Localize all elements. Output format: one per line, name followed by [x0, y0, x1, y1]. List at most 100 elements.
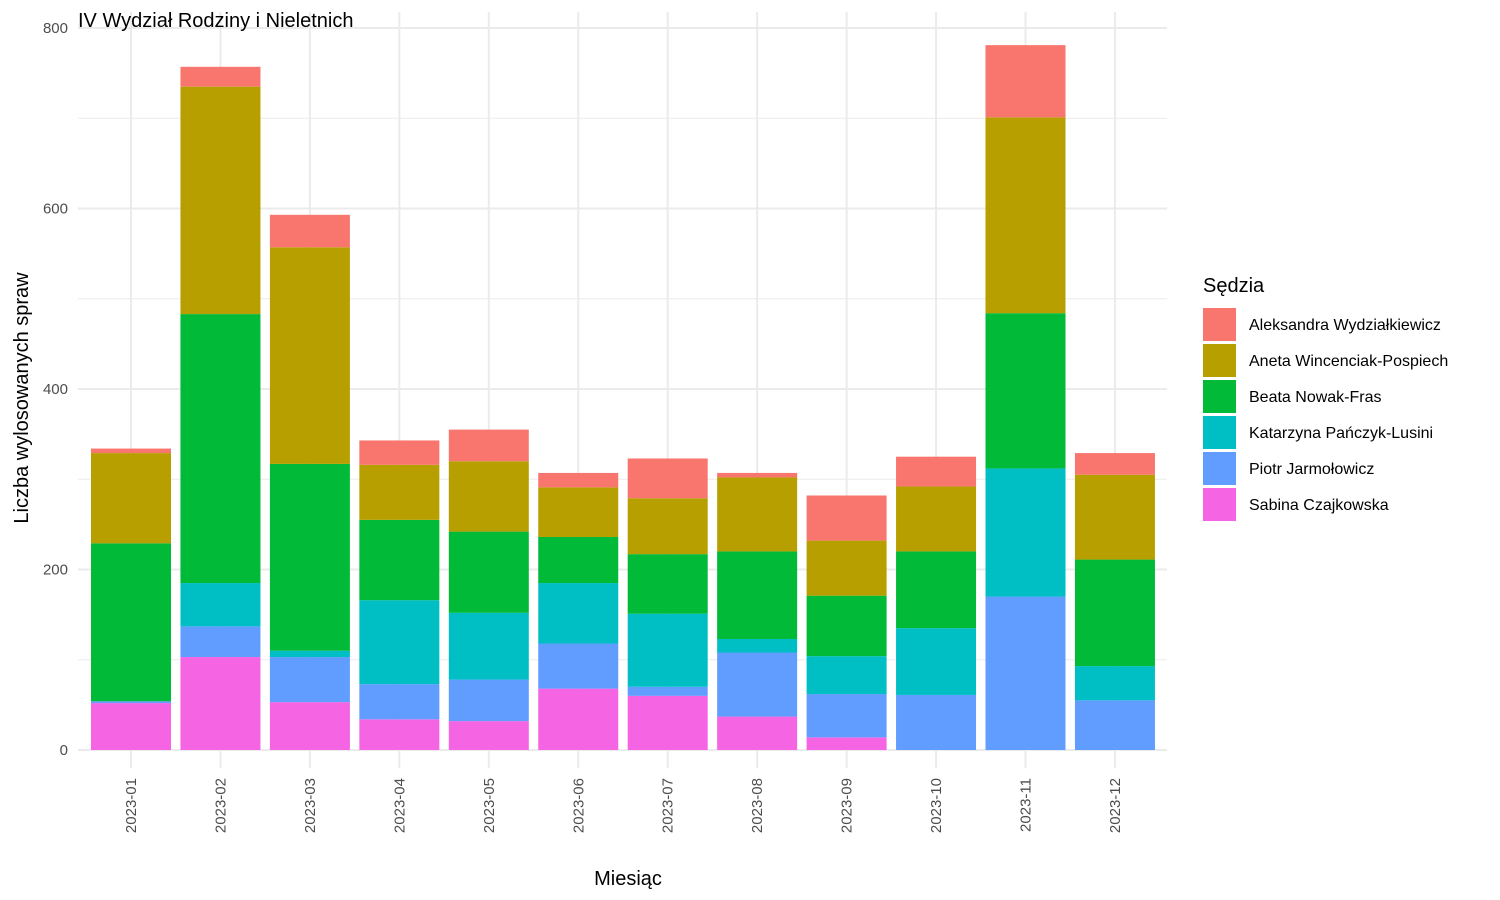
bar-segment [180, 314, 261, 584]
bar-segment [448, 612, 529, 680]
x-tick-label: 2023-01 [123, 778, 140, 833]
bar-segment [180, 66, 261, 87]
bar-segment [717, 716, 798, 750]
bar-segment [538, 643, 619, 689]
legend-swatch [1203, 308, 1236, 341]
bar-segment [896, 486, 977, 552]
bar-segment [359, 684, 440, 720]
x-tick-label: 2023-07 [660, 778, 677, 833]
bar-segment [269, 650, 350, 658]
legend-swatch [1203, 380, 1236, 413]
legend-swatch [1203, 416, 1236, 449]
y-tick-label: 200 [43, 562, 68, 579]
legend-label: Sabina Czajkowska [1249, 497, 1389, 514]
bar-segment [91, 448, 171, 454]
bar-segment [448, 721, 529, 750]
bar-segment [627, 498, 708, 555]
x-axis-ticks: 2023-01 2023-02 2023-03 2023-04 2023-05 2023-… [123, 778, 1124, 833]
y-tick-label: 800 [43, 20, 68, 37]
bar-segment [180, 626, 261, 658]
legend-label: Piotr Jarmołowicz [1249, 461, 1374, 478]
legend-label: Katarzyna Pańczyk-Lusini [1249, 425, 1433, 442]
bar-segment [1074, 700, 1155, 750]
y-tick-label: 600 [43, 201, 68, 218]
bar-segment [896, 694, 977, 750]
x-tick-label: 2023-03 [302, 778, 319, 833]
x-tick-label: 2023-08 [749, 778, 766, 833]
bar-segment [359, 464, 440, 520]
bar-segment [180, 86, 261, 315]
bar-segment [1074, 666, 1155, 701]
y-tick-label: 400 [43, 381, 68, 398]
y-tick-label: 0 [60, 742, 68, 759]
bar-segment [717, 551, 798, 639]
bar-segment [717, 477, 798, 552]
y-axis-title: Liczba wylosowanych spraw [11, 272, 33, 524]
x-tick-label: 2023-11 [1018, 778, 1035, 832]
bar-segment [269, 702, 350, 750]
bar-segment [627, 554, 708, 614]
bar-segment [896, 551, 977, 629]
bar-segment [985, 313, 1066, 469]
bar-segment [448, 429, 529, 462]
bar-segment [717, 638, 798, 653]
bar-segment [896, 456, 977, 487]
bar-segment [180, 583, 261, 627]
bar-segment [806, 540, 887, 596]
bar-segment [1074, 453, 1155, 475]
bar-segment [91, 701, 171, 704]
bar-segment [91, 453, 171, 544]
bar-segment [538, 472, 619, 488]
bar-segment [627, 686, 708, 696]
bar-segment [359, 600, 440, 685]
bar-segment [985, 117, 1066, 314]
bar-segment [627, 458, 708, 499]
x-tick-label: 2023-04 [391, 778, 408, 833]
bar-segment [180, 657, 261, 750]
bar-segment [1074, 474, 1155, 560]
bar-segment [359, 519, 440, 601]
bar-segment [806, 737, 887, 750]
chart-title: IV Wydział Rodziny i Nieletnich [78, 10, 353, 32]
legend-title: Sędzia [1203, 275, 1265, 297]
bar-segment [269, 214, 350, 248]
bar-segment [806, 495, 887, 541]
legend-swatch [1203, 488, 1236, 521]
bar-segment [448, 531, 529, 613]
bar-segment [806, 595, 887, 657]
x-tick-label: 2023-12 [1107, 778, 1124, 833]
bar-segment [538, 487, 619, 538]
bar-segment [91, 543, 171, 702]
bar-segment [806, 694, 887, 738]
x-axis-title: Miesiąc [594, 868, 662, 890]
bar-segment [1074, 559, 1155, 667]
bar-segment [91, 703, 171, 750]
bar-segment [985, 45, 1066, 118]
legend-label: Aleksandra Wydziałkiewicz [1249, 317, 1441, 334]
legend-label: Beata Nowak-Fras [1249, 389, 1382, 406]
bar-segment [359, 719, 440, 750]
bar-segment [269, 247, 350, 464]
bar-segment [985, 596, 1066, 750]
bar-segment [538, 688, 619, 750]
y-axis-ticks: 0 200 400 600 800 [43, 20, 68, 759]
x-tick-label: 2023-10 [928, 778, 945, 833]
bar-segment [538, 537, 619, 584]
bar-segment [717, 472, 798, 478]
bar-segment [448, 679, 529, 722]
x-tick-label: 2023-02 [212, 778, 229, 833]
bar-segment [717, 652, 798, 717]
bar-segment [538, 583, 619, 644]
bar-segment [448, 461, 529, 532]
bar-segment [896, 628, 977, 695]
bar-segment [627, 695, 708, 750]
bar-segment [627, 613, 708, 687]
legend-swatch [1203, 452, 1236, 485]
bar-segment [806, 656, 887, 695]
x-tick-label: 2023-06 [570, 778, 587, 833]
bar-segment [985, 468, 1066, 597]
bar-segment [269, 463, 350, 651]
legend-swatch [1203, 344, 1236, 377]
bar-segment [359, 440, 440, 465]
